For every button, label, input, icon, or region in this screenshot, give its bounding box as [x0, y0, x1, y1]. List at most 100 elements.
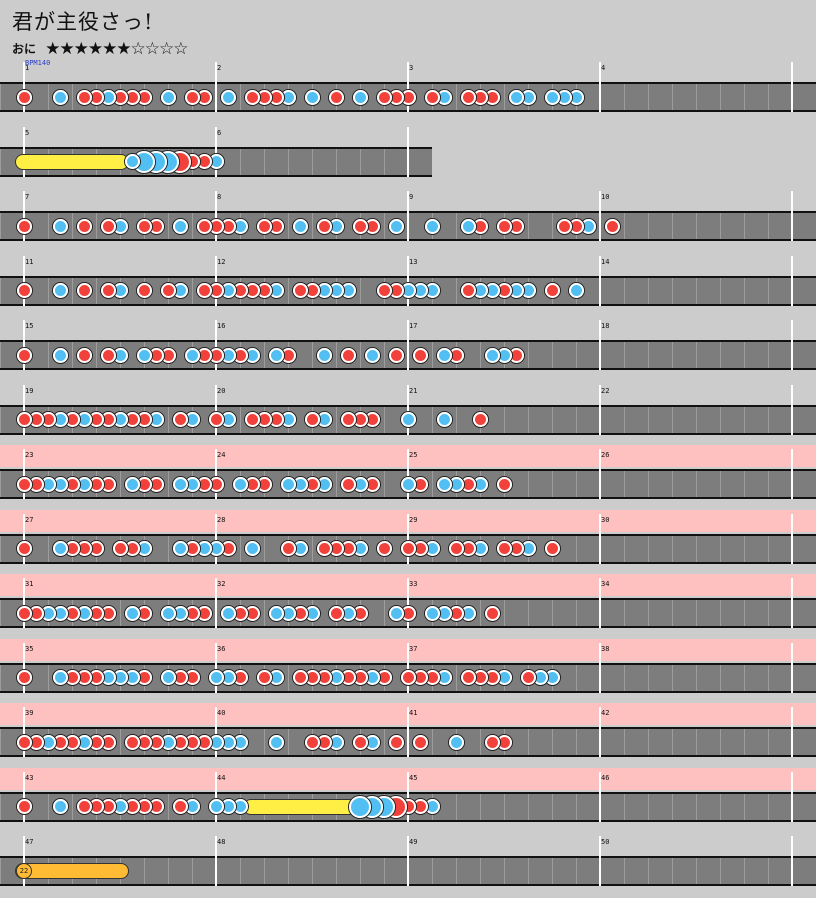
don-note	[459, 669, 477, 686]
beat-line	[264, 729, 265, 755]
measure-number: 47	[25, 838, 34, 846]
ka-note	[171, 540, 189, 557]
measure-number: 28	[217, 515, 226, 524]
beat-line	[264, 600, 265, 626]
beat-line	[48, 213, 49, 239]
ka-note	[123, 475, 141, 493]
beat-line	[624, 213, 625, 239]
measure-number: 9	[409, 193, 414, 201]
measure-number: 13	[409, 257, 418, 266]
ka-note	[363, 346, 381, 364]
don-note	[195, 282, 213, 299]
don-note	[123, 733, 141, 751]
bpm-label: BPM140	[25, 59, 51, 67]
beat-line	[384, 729, 385, 755]
beat-line	[0, 406, 1, 433]
don-note	[459, 88, 477, 106]
beat-line	[744, 535, 745, 562]
beat-line	[744, 858, 745, 884]
bar-line	[407, 642, 409, 693]
don-note	[399, 669, 417, 686]
ka-note	[315, 346, 333, 364]
bar-line	[215, 191, 217, 241]
beat-line	[336, 406, 337, 433]
measure-number: 7	[25, 193, 30, 201]
beat-line	[0, 729, 1, 755]
bar-line	[23, 255, 25, 306]
chart-row: 39 40 41 42	[0, 703, 816, 769]
beat-line	[288, 858, 289, 884]
don-note	[423, 88, 441, 106]
beat-line	[768, 664, 769, 691]
don-note	[483, 604, 501, 622]
ka-note	[207, 669, 225, 686]
don-note	[15, 669, 33, 686]
beat-line	[456, 858, 457, 884]
bar-line	[215, 62, 217, 112]
don-note	[171, 411, 189, 428]
chart-row: 31 32 33 34	[0, 574, 816, 640]
beat-line	[264, 858, 265, 884]
difficulty-line: おに ★★★★★★☆☆☆☆	[12, 38, 189, 59]
don-note	[279, 540, 297, 557]
measure-number: 36	[217, 644, 226, 653]
beat-line	[696, 793, 697, 820]
beat-line	[720, 600, 721, 626]
beat-line	[672, 535, 673, 562]
beat-line	[648, 84, 649, 110]
bar-line	[215, 384, 217, 435]
bar-line	[599, 642, 601, 693]
beat-line	[552, 213, 553, 239]
measure-number: 17	[409, 322, 418, 330]
beat-line	[672, 664, 673, 691]
beat-line	[72, 277, 73, 304]
beat-line	[288, 664, 289, 691]
beat-line	[768, 342, 769, 368]
chart-row: 1 2 3 4 BPM140	[0, 59, 816, 124]
bar-line	[407, 191, 409, 241]
don-note	[495, 217, 513, 235]
measure-number: 34	[601, 580, 610, 588]
measure-number: 26	[601, 451, 610, 459]
beat-line	[360, 342, 361, 368]
beat-line	[384, 213, 385, 239]
ka-note	[267, 346, 285, 364]
beat-line	[720, 729, 721, 755]
bar-line	[599, 449, 601, 499]
ka-note	[51, 88, 69, 106]
don-note	[15, 217, 33, 235]
bar-line	[791, 707, 793, 757]
don-note	[327, 88, 345, 106]
beat-line	[432, 858, 433, 884]
ka-note	[459, 217, 477, 235]
beat-line	[768, 858, 769, 884]
don-note	[75, 346, 93, 364]
ka-note	[567, 282, 585, 299]
beat-line	[312, 535, 313, 562]
beat-line	[696, 406, 697, 433]
don-note	[555, 217, 573, 235]
measure-number: 31	[25, 580, 34, 588]
don-note	[351, 217, 369, 235]
beat-line	[744, 793, 745, 820]
beat-line	[192, 277, 193, 304]
don-note	[327, 604, 345, 622]
don-note	[519, 669, 537, 686]
ka-note	[243, 540, 261, 557]
beat-line	[744, 277, 745, 304]
chart-row: 19 20 21 22	[0, 384, 816, 447]
beat-line	[720, 858, 721, 884]
ka-note	[231, 475, 249, 493]
beat-line	[360, 858, 361, 884]
beat-line	[744, 600, 745, 626]
beat-line	[768, 793, 769, 820]
beat-line	[696, 664, 697, 691]
beat-line	[312, 342, 313, 368]
don-note	[447, 540, 465, 557]
measure-number: 4	[601, 64, 606, 72]
bar-line	[791, 449, 793, 499]
beat-line	[672, 858, 673, 884]
don-note	[387, 346, 405, 364]
beat-line	[576, 535, 577, 562]
ka-note	[447, 733, 465, 751]
